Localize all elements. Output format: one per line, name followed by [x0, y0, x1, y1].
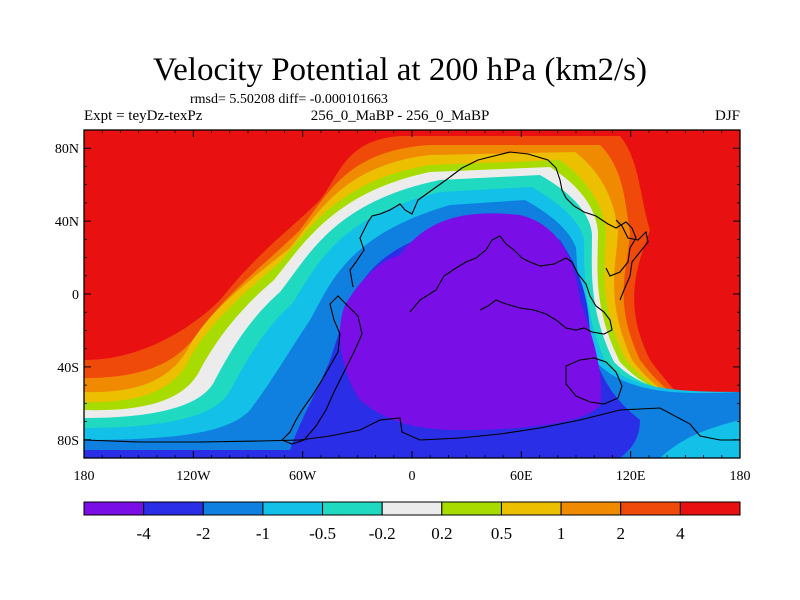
colorbar-swatch: [202, 501, 264, 516]
colorbar-swatch: [83, 501, 145, 516]
colorbar-swatch: [500, 501, 562, 516]
coastline-america-north: [349, 151, 637, 288]
colorbar-swatch: [322, 501, 383, 516]
season-label: DJF: [714, 108, 740, 124]
colorbar-swatch: [560, 501, 622, 516]
x-tick-label: 0: [409, 469, 416, 484]
continent-outlines: [84, 151, 740, 445]
y-tick-label: 0: [72, 288, 79, 303]
coastline-africa-eurasia: [409, 235, 613, 335]
x-axis: 180 120W 60W 0 60E 120E 180: [74, 130, 751, 484]
x-tick-label: 180: [74, 469, 95, 484]
colorbar-swatch: [441, 501, 502, 516]
colorbar-swatch: [679, 501, 741, 516]
colorbar-swatch: [262, 501, 324, 516]
chart-title: Velocity Potential at 200 hPa (km2/s): [152, 52, 648, 88]
colorbar-label: 2: [616, 524, 625, 543]
field-band-0: [340, 213, 601, 430]
x-tick-label: 60E: [510, 469, 533, 484]
y-tick-label: 40S: [57, 361, 79, 376]
x-tick-label: 180: [730, 469, 751, 484]
colorbar-swatch: [143, 501, 204, 516]
colorbar-swatch: [620, 501, 681, 516]
coastline-asia-east: [615, 219, 649, 301]
colorbar-label: -2: [196, 524, 210, 543]
coastline-antarctica: [84, 407, 740, 443]
colorbar: -4 -2 -1 -0.5 -0.2 0.2 0.5 1 2 4: [83, 501, 741, 543]
contour-field: [84, 130, 740, 458]
colorbar-label: 0.2: [431, 524, 452, 543]
y-tick-label: 80S: [57, 434, 79, 449]
colorbar-label: -0.2: [369, 524, 396, 543]
colorbar-label: -0.5: [309, 524, 336, 543]
x-tick-label: 120W: [176, 469, 211, 484]
y-tick-label: 40N: [55, 215, 79, 230]
coastline-australia: [565, 357, 623, 405]
rmsd-diff-label: rmsd= 5.50208 diff= -0.000101663: [190, 92, 388, 107]
experiment-label: Expt = teyDz-texPz: [84, 108, 203, 124]
colorbar-label: 0.5: [491, 524, 512, 543]
colorbar-label: 4: [676, 524, 685, 543]
y-tick-label: 80N: [55, 142, 79, 157]
case-label: 256_0_MaBP - 256_0_MaBP: [310, 108, 490, 124]
x-tick-label: 120E: [616, 469, 646, 484]
x-tick-label: 60W: [289, 469, 317, 484]
colorbar-label: -4: [137, 524, 152, 543]
colorbar-label: 1: [557, 524, 566, 543]
colorbar-swatch: [381, 501, 443, 516]
y-axis: 80N 40N 0 40S 80S: [55, 142, 740, 449]
colorbar-label: -1: [256, 524, 270, 543]
